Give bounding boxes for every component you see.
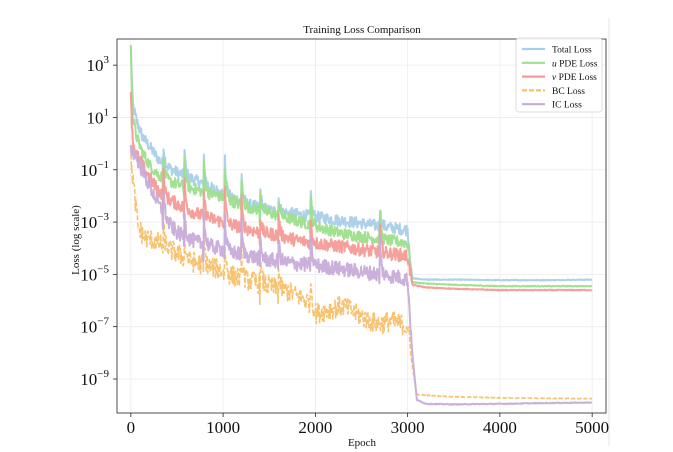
series-line xyxy=(130,147,593,400)
y-tick-label: 10−3 xyxy=(80,211,109,232)
y-axis-label: Loss (log scale) xyxy=(70,205,82,275)
y-tick-label: 10−5 xyxy=(80,263,109,284)
y-tick-exponent: −1 xyxy=(97,159,109,171)
legend-label-text: PDE Loss xyxy=(557,59,598,69)
x-tick-label: 2000 xyxy=(298,418,332,437)
y-tick-base: 10 xyxy=(80,161,97,180)
series-total-loss xyxy=(129,45,593,282)
x-tick-label: 0 xyxy=(127,418,136,437)
legend-label-text: IC Loss xyxy=(552,101,582,111)
y-tick-exponent: −3 xyxy=(97,211,109,223)
legend-box xyxy=(515,37,603,113)
series-layer xyxy=(129,45,593,406)
series-v-pde-loss xyxy=(129,92,593,292)
x-axis-ticks: 0 1000 2000 3000 4000 5000 xyxy=(127,413,609,437)
series-u-pde-loss xyxy=(129,45,593,288)
legend-label: v PDE Loss xyxy=(552,73,597,83)
series-line xyxy=(129,45,593,288)
plot-frame xyxy=(116,38,607,414)
y-tick-base: 10 xyxy=(80,213,97,232)
y-tick-label: 103 xyxy=(87,54,110,75)
x-tick-label: 4000 xyxy=(483,418,517,437)
y-tick-label: 10−9 xyxy=(80,368,109,389)
chart-title: Training Loss Comparison xyxy=(303,24,421,36)
y-tick-base: 10 xyxy=(87,56,104,75)
legend-label-variable: u xyxy=(552,59,557,69)
series-bc-loss xyxy=(130,147,593,400)
y-tick-base: 10 xyxy=(80,318,97,337)
x-tick-label: 5000 xyxy=(575,418,609,437)
x-tick-label: 1000 xyxy=(206,418,240,437)
y-tick-exponent: 1 xyxy=(104,106,110,118)
series-line xyxy=(129,45,593,282)
legend-label: IC Loss xyxy=(552,101,582,111)
y-tick-label: 101 xyxy=(87,106,110,127)
series-ic-loss xyxy=(129,145,593,406)
y-tick-base: 10 xyxy=(80,370,97,389)
x-tick-label: 3000 xyxy=(391,418,425,437)
y-tick-label: 10−1 xyxy=(80,159,109,180)
legend-label-text: BC Loss xyxy=(552,87,585,97)
series-line xyxy=(129,145,593,406)
y-tick-base: 10 xyxy=(87,108,104,127)
y-tick-exponent: −5 xyxy=(97,263,109,275)
legend-label-text: Total Loss xyxy=(552,46,592,56)
legend-label: Total Loss xyxy=(552,46,592,56)
y-tick-exponent: −9 xyxy=(97,368,109,380)
y-tick-label: 10−7 xyxy=(80,316,109,337)
legend-label: BC Loss xyxy=(552,87,585,97)
x-axis-label: Epoch xyxy=(348,437,377,449)
y-tick-base: 10 xyxy=(80,265,97,284)
y-tick-exponent: 3 xyxy=(104,54,110,66)
y-tick-exponent: −7 xyxy=(97,316,109,328)
series-line xyxy=(129,92,593,292)
legend-label: u PDE Loss xyxy=(552,59,598,69)
legend-label-variable: v xyxy=(552,73,557,83)
legend-label-text: PDE Loss xyxy=(556,73,597,83)
